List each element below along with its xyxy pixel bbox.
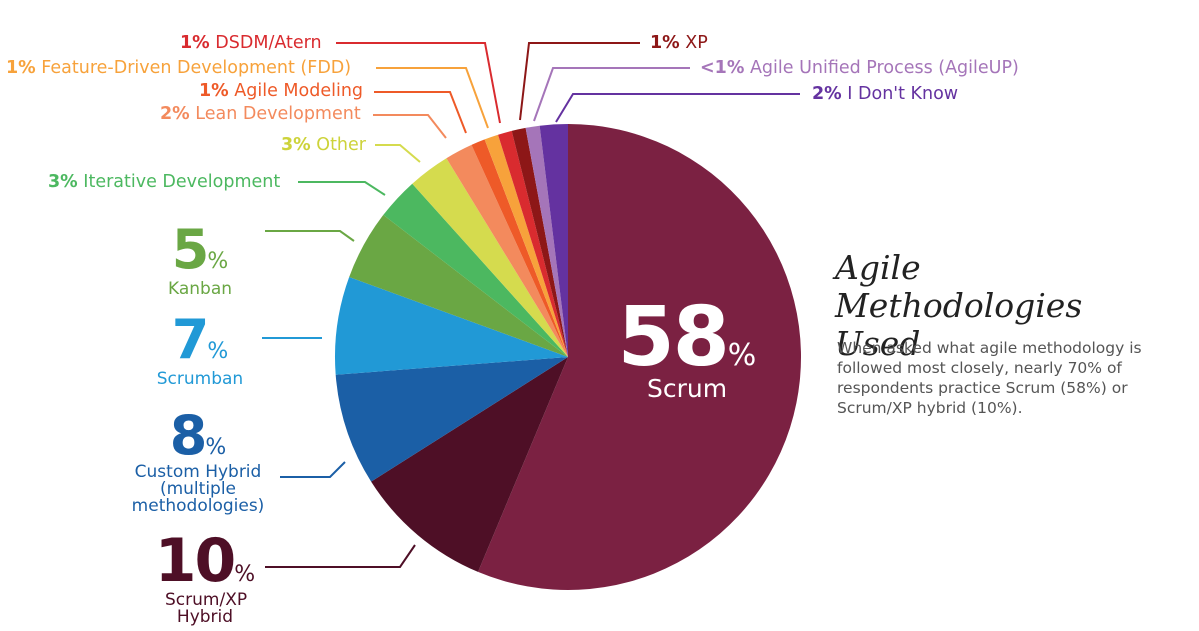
- leader-line: [265, 230, 355, 242]
- label-lean-development: 2% Lean Development: [160, 104, 361, 124]
- pie-slice-scrum: [478, 124, 801, 590]
- label-fdd: 1% Feature-Driven Development (FDD): [6, 58, 352, 78]
- pie-slice-xp: [511, 127, 568, 357]
- chart-title: Agile Methodologies Used: [835, 248, 1083, 363]
- leader-line: [280, 461, 346, 478]
- label-custom-hybrid: 8% Custom Hybrid (multiple methodologies…: [131, 404, 265, 516]
- label-scrum-xp-hybrid: 10% Scrum/XP Hybrid: [154, 526, 256, 627]
- pie-slice-feature-driven-development-fdd: [484, 134, 568, 357]
- pie-slice-custom-hybrid-multiple-methodologies: [335, 357, 568, 482]
- pie-slice-dsdm-atern: [498, 130, 568, 357]
- label-scrum: 58% Scrum: [617, 290, 757, 403]
- leader-line: [374, 91, 467, 134]
- chart-description: When asked what agile methodology is fol…: [837, 339, 1142, 417]
- label-kanban: 5% Kanban: [167, 218, 233, 299]
- pie-slice-other: [412, 158, 568, 357]
- pie-slice-scrum-xp-hybrid: [371, 357, 568, 572]
- leader-line: [519, 42, 640, 121]
- leader-line: [265, 544, 416, 568]
- leader-line: [373, 114, 447, 139]
- pie-slice-kanban: [349, 214, 568, 357]
- pie-slice-iterative-development: [383, 183, 568, 357]
- label-other: 3% Other: [281, 135, 366, 155]
- label-xp: 1% XP: [650, 33, 708, 53]
- leader-line: [298, 181, 386, 196]
- pie-slice-agile-unified-process-agileup: [525, 125, 568, 358]
- pie-slice-i-don-t-know: [539, 124, 568, 357]
- pie-slice-agile-modeling: [471, 139, 568, 357]
- leader-line: [533, 67, 690, 122]
- leader-line: [375, 144, 421, 163]
- pie-slice-scrumban: [335, 276, 568, 375]
- leader-line: [336, 42, 501, 124]
- label-dsdm-atern: 1% DSDM/Atern: [180, 33, 322, 53]
- pie-slice-lean-development: [446, 144, 568, 357]
- label-agile-modeling: 1% Agile Modeling: [199, 81, 364, 101]
- label-iterative-development: 3% Iterative Development: [48, 172, 281, 192]
- label-scrumban: 7% Scrumban: [156, 308, 244, 389]
- label-dont-know: 2% I Don't Know: [812, 84, 959, 104]
- leader-line: [555, 93, 800, 123]
- leader-line: [376, 67, 489, 129]
- label-agileup: <1% Agile Unified Process (AgileUP): [700, 58, 1019, 78]
